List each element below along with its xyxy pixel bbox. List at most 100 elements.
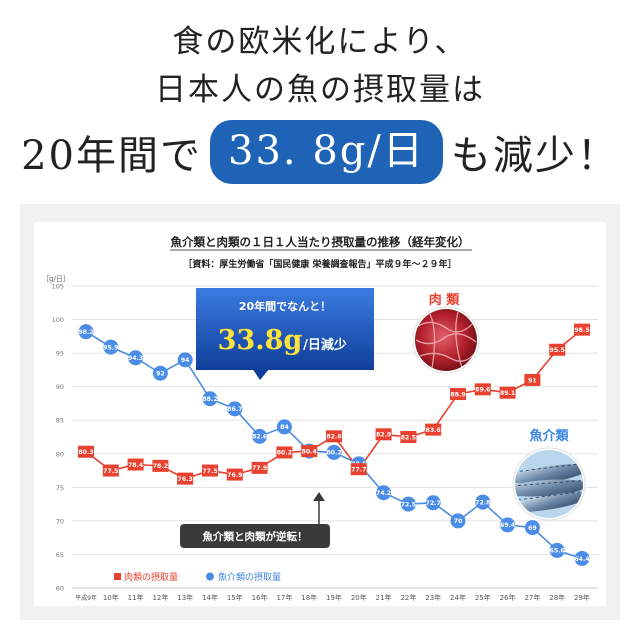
fish-point — [227, 401, 243, 417]
fish-data-label: 72.8 — [475, 499, 490, 506]
fish-data-label: 95.9 — [103, 344, 118, 351]
fish-point — [202, 391, 218, 407]
legend-meat-marker — [114, 573, 121, 580]
meat-point — [152, 459, 169, 472]
fish-point — [524, 520, 540, 536]
x-tick-label: 23年 — [425, 593, 441, 602]
callout-box: 20年間でなんと！ 33.8g /日減少 — [196, 288, 374, 380]
chart-panel: 魚介類と肉類の１日１人当たり摂取量の推移（経年変化） ［資料：厚生労働省「国民健… — [20, 204, 620, 620]
meat-point — [301, 445, 318, 458]
fish-point — [425, 495, 441, 511]
crossover-note-text: 魚介類と肉類が逆転！ — [203, 530, 308, 543]
x-tick-label: 26年 — [500, 593, 516, 602]
meat-data-label: 77.9 — [252, 465, 267, 472]
meat-point — [375, 428, 392, 441]
callout-pointer — [252, 368, 270, 380]
meat-data-label: 82.6 — [326, 434, 341, 441]
y-tick-label: 90 — [56, 383, 64, 391]
crossover-note-box — [180, 524, 330, 548]
legend-meat-label: 肉類の摂取量 — [124, 571, 178, 583]
meat-data-label: 78.4 — [128, 462, 144, 469]
x-tick-label: 28年 — [549, 593, 565, 602]
fish-data-label: 88.2 — [202, 396, 217, 403]
meat-data-label: 76.3 — [178, 476, 193, 483]
meat-point — [425, 423, 442, 436]
fish-point — [450, 513, 466, 529]
highlight-pill: 33. 8g/日 — [210, 120, 443, 184]
fish-photo-icon — [512, 447, 586, 521]
headline-suffix: も減少！ — [450, 133, 619, 179]
y-tick-label: 100 — [52, 316, 64, 324]
meat-data-label: 88.9 — [450, 391, 465, 398]
meat-point — [350, 463, 367, 476]
meat-data-label: 80.4 — [302, 448, 318, 455]
meat-point — [474, 383, 491, 396]
x-tick-label: 11年 — [128, 593, 144, 602]
meat-data-label: 76.9 — [227, 472, 242, 479]
meat-data-label: 83.6 — [426, 427, 441, 434]
x-tick-label: 平成9年 — [75, 594, 97, 602]
fish-data-label: 84 — [280, 424, 289, 431]
y-axis-label: ［g/日］ — [42, 275, 70, 283]
x-tick-label: 14年 — [202, 593, 218, 602]
x-tick-label: 19年 — [326, 593, 342, 602]
fish-point — [376, 485, 392, 501]
meat-point — [202, 464, 218, 477]
meat-data-label: 89.1 — [500, 390, 515, 397]
fish-data-label: 65.6 — [550, 548, 565, 555]
meat-data-label: 98.5 — [574, 327, 589, 334]
fish-data-label: 92 — [156, 371, 165, 378]
fish-data-label: 70 — [454, 518, 463, 525]
fish-point — [78, 324, 94, 340]
meat-data-label: 82.5 — [401, 434, 416, 441]
meat-point — [326, 430, 342, 443]
meat-data-label: 95.5 — [550, 347, 565, 354]
fish-data-label: 94 — [181, 357, 190, 364]
fish-data-label: 98.2 — [78, 329, 93, 336]
y-axis-ticks: 60 65 70 75 80 85 90 95 100 105 — [52, 283, 64, 593]
meat-point — [102, 464, 119, 477]
fish-label: 魚介類 — [529, 428, 569, 444]
meat-data-label: 77.7 — [351, 467, 366, 474]
meat-point — [549, 343, 566, 356]
fish-data-label: 64.4 — [574, 556, 590, 563]
y-tick-label: 95 — [56, 350, 64, 358]
fish-data-label: 69 — [528, 525, 537, 532]
headline-line-2: 日本人の魚の摂取量は — [155, 72, 485, 108]
callout-big-text: 33.8g — [218, 325, 303, 356]
callout-small-text: /日減少 — [303, 337, 347, 353]
series-layer: 98.2 95.9 94.3 92 94 88.2 86.7 82.6 84 80.4 80.2 78… — [78, 323, 590, 566]
y-tick-label: 80 — [56, 450, 64, 458]
meat-point — [574, 323, 590, 336]
y-tick-label: 70 — [56, 517, 64, 525]
x-tick-label: 25年 — [475, 593, 491, 602]
legend: 肉類の摂取量 魚介類の摂取量 — [114, 571, 281, 583]
x-tick-label: 17年 — [276, 593, 292, 602]
fish-data-label: 86.7 — [227, 406, 242, 413]
fish-point — [128, 350, 144, 366]
x-tick-label: 24年 — [450, 593, 466, 602]
fish-point — [475, 494, 491, 510]
fish-data-label: 80.2 — [326, 450, 341, 457]
fish-point — [276, 419, 292, 435]
fish-data-label: 82.6 — [252, 434, 267, 441]
meat-point — [499, 386, 516, 399]
chart-title: 魚介類と肉類の１日１人当たり摂取量の推移（経年変化） — [171, 235, 470, 249]
y-tick-label: 75 — [56, 484, 64, 492]
fish-point — [152, 365, 168, 381]
x-axis-ticks: 平成9年 10年 11年 12年 13年 14年 15年 16年 17年 18年 19年 20年 21年… — [75, 593, 590, 602]
meat-point — [127, 458, 144, 471]
meat-point — [226, 468, 243, 481]
meat-data-label: 78.2 — [153, 463, 168, 470]
meat-point — [78, 445, 94, 458]
meat-data-label: 82.9 — [376, 432, 391, 439]
meat-point — [276, 446, 293, 459]
callout-top-text: 20年間でなんと！ — [239, 299, 331, 313]
x-tick-label: 22年 — [400, 593, 416, 602]
meat-point — [450, 388, 466, 401]
legend-fish-marker — [206, 572, 214, 581]
crossover-callout: 魚介類と肉類が逆転！ — [180, 492, 330, 548]
x-tick-label: 15年 — [227, 593, 243, 602]
fish-data-label: 72.5 — [401, 501, 416, 508]
meat-photo-icon — [412, 306, 480, 374]
